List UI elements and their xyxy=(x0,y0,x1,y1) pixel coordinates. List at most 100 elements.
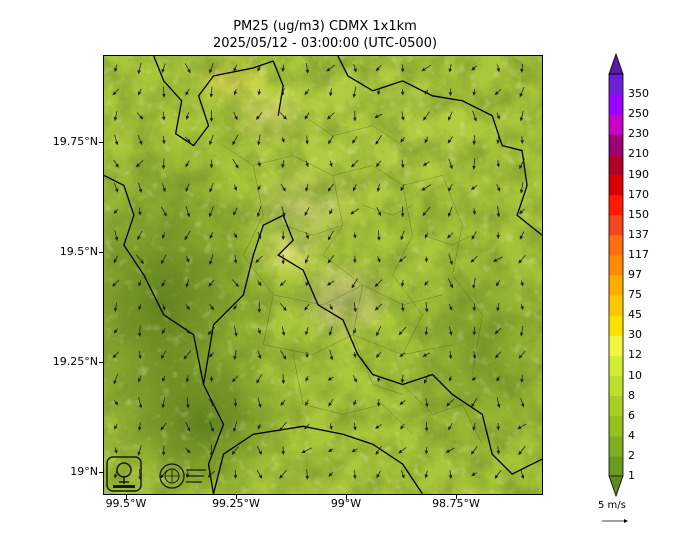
wind-vector-head xyxy=(114,401,119,406)
wind-vector-head xyxy=(137,333,142,337)
wind-vector-head xyxy=(375,425,380,429)
wind-vector-head xyxy=(424,234,429,239)
colorbar-segment xyxy=(609,335,623,356)
wind-vector-head xyxy=(281,451,286,456)
colorbar-segment xyxy=(609,114,623,135)
colorbar-tick-label: 117 xyxy=(628,247,649,261)
wind-vector-head xyxy=(209,234,214,239)
wind-vector-head xyxy=(449,165,453,170)
wind-vector-head xyxy=(161,68,165,74)
wind-vector-head xyxy=(161,116,166,121)
wind-vector-head xyxy=(471,66,476,71)
wind-vector-head xyxy=(185,163,189,168)
wind-vector-head xyxy=(211,402,215,407)
wind-vector-head xyxy=(328,448,333,453)
wind-vector-head xyxy=(424,281,429,286)
wind-vector-head xyxy=(496,213,501,218)
wind-vector-head xyxy=(257,162,261,167)
x-tick-label: 99°W xyxy=(330,497,362,510)
wind-vector-head xyxy=(377,91,381,96)
wind-vector-head xyxy=(494,474,499,479)
x-tick-label: 98.75°W xyxy=(432,497,480,510)
wind-vector-head xyxy=(137,235,141,241)
wind-vector-head xyxy=(472,307,477,312)
wind-vector-head xyxy=(183,355,188,360)
wind-vector-head xyxy=(208,282,213,287)
wind-vector-head xyxy=(279,474,284,479)
colorbar-tick-label: 210 xyxy=(628,147,649,161)
wind-vector-head xyxy=(424,331,429,336)
wind-vector-head xyxy=(162,306,166,311)
wind-vector-head xyxy=(210,427,214,433)
wind-vector-head xyxy=(209,93,214,98)
wind-vector-head xyxy=(281,331,286,336)
wind-vector-head xyxy=(328,402,332,407)
wind-vector-head xyxy=(496,68,501,73)
wind-vector-head xyxy=(350,210,355,215)
wind-vector-head xyxy=(114,449,118,454)
wind-vector-head xyxy=(161,329,166,335)
wind-vector-head xyxy=(400,425,404,430)
wind-vector-head xyxy=(281,138,285,143)
wind-vector-head xyxy=(494,91,499,96)
wind-vector-head xyxy=(114,141,119,146)
wind-vector-head xyxy=(519,164,523,170)
wind-vector-head xyxy=(353,401,357,406)
wind-vector-head xyxy=(137,378,142,383)
wind-vector-head xyxy=(448,92,453,97)
wind-vector-head xyxy=(113,329,118,334)
wind-vector-head xyxy=(209,118,214,122)
wind-vector-head xyxy=(279,427,284,432)
wind-vector-head xyxy=(353,426,357,431)
x-tick-label: 99.25°W xyxy=(212,497,260,510)
wind-vector-head xyxy=(329,210,333,215)
wind-vector-head xyxy=(400,138,405,143)
wind-reference-arrow xyxy=(602,519,628,523)
wind-vector-head xyxy=(281,236,286,241)
colorbar-tick-label: 30 xyxy=(628,328,642,342)
title-line-1: PM25 (ug/m3) CDMX 1x1km xyxy=(233,19,417,34)
map-field xyxy=(104,56,542,494)
wind-vector-head xyxy=(447,212,452,217)
wind-vector-head xyxy=(424,90,429,95)
wind-vector-head xyxy=(470,258,475,263)
wind-vector-head xyxy=(115,163,119,168)
wind-vector-head xyxy=(233,305,237,310)
wind-vector-head xyxy=(519,93,523,98)
wind-vector-head xyxy=(470,450,475,455)
colorbar-segment xyxy=(609,315,623,336)
wind-vector-head xyxy=(445,449,450,453)
wind-vector-head xyxy=(138,91,142,96)
wind-vector-head xyxy=(137,451,141,456)
wind-vector-head xyxy=(471,403,475,408)
wind-vector-head xyxy=(305,187,309,192)
wind-vector-head xyxy=(279,282,284,287)
wind-vector-head xyxy=(422,211,427,217)
wind-vector-head xyxy=(353,378,357,383)
wind-vector-head xyxy=(186,427,191,432)
wind-vector-head xyxy=(496,115,501,120)
wind-vector-head xyxy=(305,354,309,359)
wind-vector-head xyxy=(140,259,144,264)
wind-vector-head xyxy=(161,354,165,359)
colorbar-segment xyxy=(609,74,623,95)
wind-vector-head xyxy=(281,380,286,385)
wind-vector-head xyxy=(208,353,213,358)
wind-vector-head xyxy=(449,260,453,266)
wind-vector-head xyxy=(162,187,166,193)
wind-vector-head xyxy=(471,472,476,476)
wind-vector-head xyxy=(114,67,118,73)
wind-vector-head xyxy=(448,377,453,382)
x-tick-label: 99.5°W xyxy=(105,497,147,510)
wind-vector-head xyxy=(472,91,477,96)
wind-vector-head xyxy=(398,449,403,454)
wind-vector-head xyxy=(327,236,332,241)
wind-vector-head xyxy=(186,449,191,454)
wind-vector-head xyxy=(257,141,261,146)
wind-vector-head xyxy=(328,331,333,336)
wind-vector-head xyxy=(233,475,238,479)
wind-vector-head xyxy=(186,213,191,218)
wind-vector-head xyxy=(377,258,381,263)
wind-vector-head xyxy=(496,140,500,145)
wind-vector-head xyxy=(472,284,476,289)
